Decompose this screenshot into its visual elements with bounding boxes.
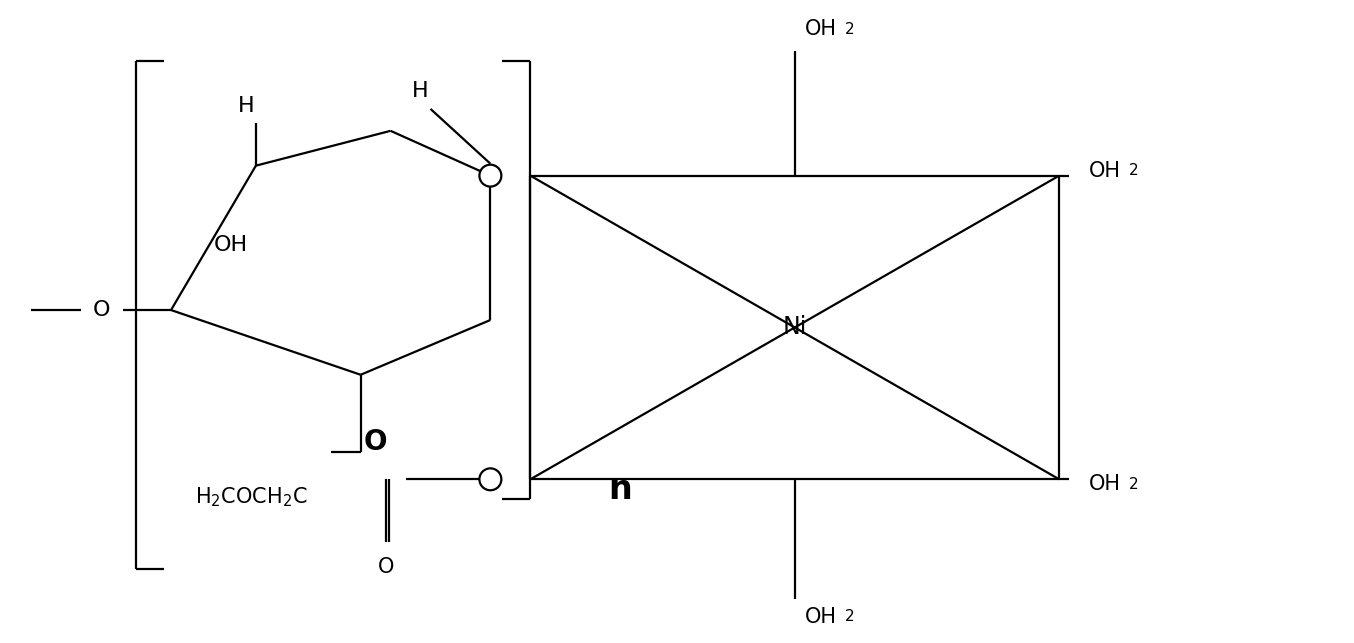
Text: Ni: Ni [783, 315, 807, 339]
Text: H$_2$COCH$_2$C: H$_2$COCH$_2$C [195, 485, 307, 509]
Text: 2: 2 [1129, 477, 1139, 492]
Circle shape [479, 165, 501, 186]
Text: H: H [237, 96, 255, 116]
Text: 2: 2 [845, 609, 854, 624]
Text: 2: 2 [845, 22, 854, 37]
Text: O: O [378, 557, 394, 577]
Text: O: O [364, 428, 387, 457]
Text: H: H [412, 81, 429, 101]
Text: OH: OH [214, 235, 248, 255]
Text: OH: OH [804, 19, 837, 39]
Text: OH: OH [1089, 161, 1121, 181]
Text: OH: OH [804, 607, 837, 627]
Text: n: n [608, 473, 632, 506]
Text: O: O [92, 300, 110, 320]
Text: OH: OH [1089, 475, 1121, 494]
Circle shape [479, 468, 501, 490]
Text: 2: 2 [1129, 163, 1139, 178]
